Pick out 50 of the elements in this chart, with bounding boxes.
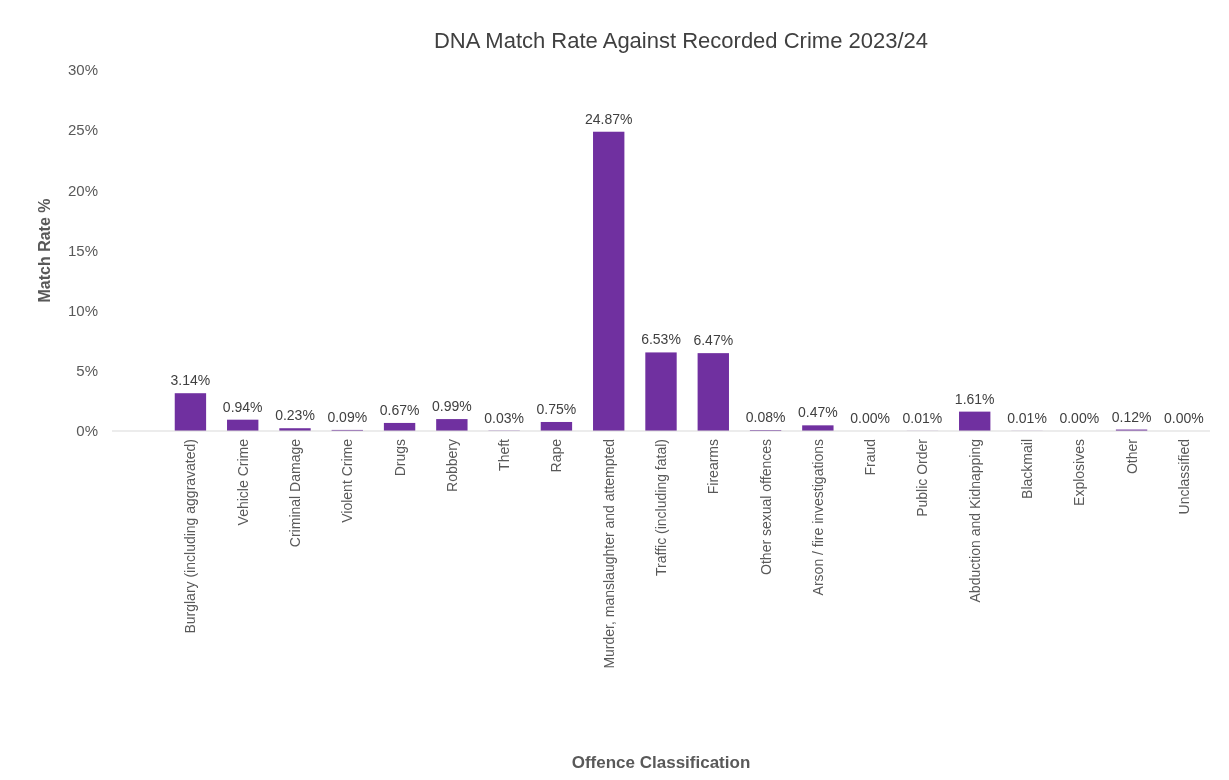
data-label: 6.47%	[693, 332, 734, 349]
data-label: 0.01%	[902, 409, 943, 426]
y-axis-title: Match Rate %	[36, 198, 53, 303]
data-label: 0.01%	[1007, 409, 1047, 426]
data-label: 1.61%	[954, 390, 995, 407]
x-tick-label: Other sexual offences	[757, 439, 774, 575]
x-tick-label: Drugs	[391, 439, 408, 477]
y-tick-label: 10%	[67, 301, 98, 319]
y-tick-label: 20%	[67, 181, 98, 199]
x-axis-title: Offence Classification	[571, 753, 751, 772]
x-tick-label: Explosives	[1071, 439, 1088, 506]
data-label: 0.09%	[327, 408, 368, 425]
x-tick-label: Theft	[496, 438, 513, 471]
x-tick-label: Arson / fire investigations	[809, 439, 826, 596]
x-tick-label: Blackmail	[1019, 439, 1035, 499]
data-label: 0.00%	[850, 410, 890, 426]
data-label: 0.94%	[222, 398, 263, 415]
data-label: 0.08%	[745, 409, 786, 426]
data-label: 0.03%	[484, 409, 524, 426]
data-label: 0.67%	[379, 401, 420, 418]
y-tick-label: 25%	[67, 121, 98, 139]
data-label: 0.99%	[432, 398, 472, 415]
x-tick-label: Other	[1123, 438, 1140, 475]
y-tick-label: 15%	[67, 241, 98, 259]
data-label: 0.75%	[536, 400, 577, 417]
data-label: 6.53%	[641, 331, 681, 348]
x-tick-label: Criminal Damage	[287, 438, 303, 548]
data-label: 3.14%	[170, 372, 211, 389]
y-tick-label: 5%	[76, 362, 98, 380]
y-tick-label: 30%	[67, 61, 98, 79]
x-tick-label: Public Order	[914, 438, 931, 517]
x-tick-label: Abduction and Kidnapping	[966, 439, 983, 603]
x-tick-label: Traffic (including fatal)	[653, 439, 669, 576]
x-tick-label: Burglary (including aggravated)	[182, 439, 199, 634]
data-label: 0.12%	[1111, 408, 1152, 425]
x-tick-label: Fraud	[862, 439, 879, 476]
x-tick-label: Unclassified	[1175, 439, 1192, 515]
data-label: 0.47%	[798, 404, 838, 421]
y-tick-label: 0%	[76, 422, 98, 440]
x-tick-label: Violent Crime	[339, 438, 356, 523]
data-label: 0.00%	[1164, 410, 1204, 426]
x-tick-label: Firearms	[705, 439, 722, 495]
x-tick-label: Murder, manslaughter and attempted	[600, 439, 617, 669]
x-tick-label: Vehicle Crime	[234, 438, 251, 526]
chart-title: DNA Match Rate Against Recorded Crime 2023/24	[433, 28, 929, 53]
data-label: 24.87%	[584, 110, 633, 127]
x-tick-label: Robbery	[443, 439, 460, 492]
data-label: 0.00%	[1059, 410, 1100, 426]
x-tick-label: Rape	[548, 438, 565, 473]
data-label: 0.23%	[275, 407, 315, 424]
